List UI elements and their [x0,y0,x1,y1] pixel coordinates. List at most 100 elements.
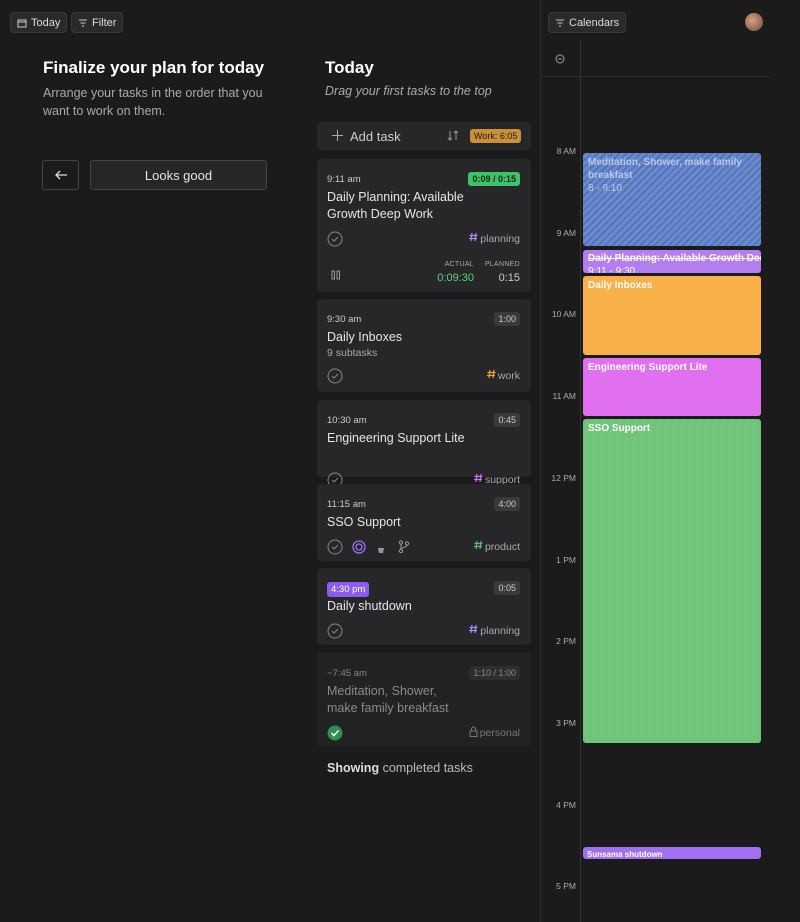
planned-label: PLANNED [484,261,520,268]
task-card[interactable]: ~7:45 am 1:10 / 1:00 Meditation, Shower, m… [317,653,531,746]
focus-icon [352,540,366,559]
pause-icon-svg [331,270,340,280]
confirm-button[interactable]: Looks good [90,160,267,190]
lock-icon [469,726,478,740]
hash-icon [473,540,483,553]
focus-icon-svg [352,540,366,554]
filter-button[interactable]: Filter [71,12,124,33]
task-tag: personal [469,726,520,740]
tag-label: personal [479,727,520,739]
task-card[interactable]: 9:30 am 1:00 Daily Inboxes 9 subtasks work [317,299,531,392]
hash-icon-svg [486,369,496,379]
actual-value: 0:09:30 [437,272,474,284]
tag-label: support [484,473,520,486]
calendar-event[interactable]: Meditation, Shower, make family breakfas… [583,153,761,246]
task-title: Engineering Support Lite [327,431,465,445]
task-duration: 1:00 [494,312,520,326]
branch-icon-svg [398,540,410,554]
task-duration: 0:45 [494,413,520,427]
check-icon [327,623,343,644]
calendar-event[interactable]: Daily Planning: Available Growth Deep Wo… [583,250,761,273]
calendar-axis [580,40,581,922]
check-icon [327,539,343,560]
tag-label: work [497,369,520,382]
calendar-event[interactable]: Daily Inboxes [583,276,761,355]
today-title: Today [325,58,374,77]
label: Today [31,16,61,29]
check-icon [327,231,343,252]
event-time: 8 - 9:10 [588,183,622,194]
calendar-header-line [540,76,770,77]
hour-label: 8 AM [556,146,576,156]
task-time: 10:30 am [327,415,367,426]
event-title: Engineering Support Lite [588,362,708,373]
today-button[interactable]: Today [10,12,68,33]
event-title: SSO Support [588,423,651,434]
task-title: SSO Support [327,515,401,529]
event-title: Daily Inboxes [588,280,653,291]
planned-value: 0:15 [498,272,520,284]
task-time: ~7:45 am [327,668,367,679]
sort-icon [447,130,459,141]
task-title: Meditation, Shower, make family breakfas… [327,684,449,715]
task-duration: 1:10 / 1:00 [469,666,520,680]
calendar-event[interactable]: Engineering Support Lite [583,358,761,416]
event-title: Sunsama shutdown [587,850,663,859]
icon [556,19,564,26]
task-time: 11:15 am [327,499,366,510]
avatar[interactable] [745,13,763,31]
task-card[interactable]: 10:30 am 0:45 Engineering Support Lite supp… [317,400,531,488]
task-tag: work [486,369,520,382]
task-subtitle: 9 subtasks [327,347,378,359]
thumb-icon [376,542,386,560]
actual-label: ACTUAL [444,261,474,268]
plan-title: Finalize your plan for today [43,58,265,77]
hash-icon-svg [473,473,483,483]
check-icon-svg [327,725,343,741]
task-title: Daily Planning: Available Growth Deep Wo… [327,190,464,221]
tag-label: planning [480,232,520,245]
hour-label: 9 AM [556,227,576,238]
label: Calendars [569,16,620,29]
branch-icon [398,540,410,559]
back-button[interactable] [42,160,79,190]
task-tag: planning [469,232,520,245]
hash-icon [469,232,478,245]
event-title: Daily Planning: Available Growth Deep Wo… [588,253,761,264]
task-duration: 0:09 / 0:15 [468,172,520,186]
task-tag: planning [469,624,520,637]
icon [79,19,87,26]
hour-label: 11 AM [552,391,576,402]
tag-label: product [484,540,520,553]
zoom-icon[interactable] [555,54,566,65]
plan-subtitle: Arrange your tasks in the order that you… [43,86,263,118]
task-time: 9:11 am [327,174,361,185]
check-icon-svg [327,539,343,555]
tag-label: planning [480,624,520,637]
task-card[interactable]: 4:30 pm 0:05 Daily shutdown planning [317,568,531,645]
calendar-event[interactable]: Sunsama shutdown [583,847,761,859]
hour-label: 5 PM [556,881,576,892]
task-time: 4:30 pm [327,582,370,597]
task-card[interactable]: 9:11 am 0:09 / 0:15 Daily Planning: Availa… [317,159,531,292]
label: Filter [92,16,117,29]
task-tag: product [473,540,520,553]
footer: Showing completed tasks [327,761,473,775]
hour-label: 10 AM [551,309,576,320]
hour-label: 12 PM [551,472,576,483]
plus-icon [332,130,343,141]
calendars-button[interactable]: Calendars [548,12,627,33]
icon [17,19,27,27]
thumb-icon-svg [378,548,384,553]
check-icon-svg [327,231,343,247]
add-task-bar[interactable]: Add task Work: 6:05 [317,122,531,150]
calendar-event[interactable]: SSO Support [583,419,761,743]
task-card[interactable]: 11:15 am 4:00 SSO Support product [317,484,531,561]
hash-icon [486,369,496,382]
pause-icon [331,267,341,285]
hash-icon-svg [469,232,478,242]
footer-rest: completed tasks [382,761,473,775]
footer-bold: Showing [327,761,380,775]
task-tag: support [473,473,520,486]
